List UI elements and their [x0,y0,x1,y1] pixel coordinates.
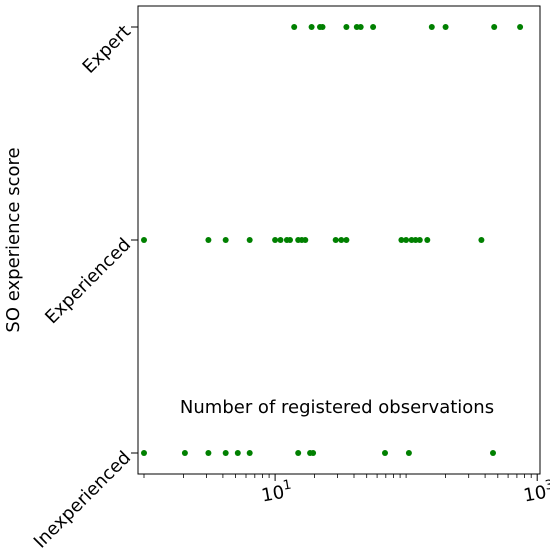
data-point-experienced [338,237,345,243]
data-point-inexperienced [234,450,241,456]
data-points [141,24,524,456]
data-point-expert [370,24,377,30]
data-point-experienced [277,237,284,243]
data-point-experienced [246,237,253,243]
data-point-inexperienced [382,450,388,456]
data-point-experienced [403,237,410,243]
data-point-experienced [141,237,147,243]
data-point-expert [517,24,524,30]
data-point-expert [357,24,364,30]
data-point-experienced [424,237,431,243]
data-point-inexperienced [141,450,147,456]
x-tick-label: 103 [521,477,550,507]
data-point-expert [319,24,326,30]
data-point-inexperienced [405,450,412,456]
data-point-inexperienced [246,450,253,456]
data-point-expert [428,24,435,30]
data-point-experienced [332,237,339,243]
data-point-expert [343,24,350,30]
data-point-experienced [412,237,419,243]
data-point-expert [442,24,449,30]
data-point-experienced [205,237,212,243]
data-point-experienced [416,237,423,243]
data-point-expert [291,24,298,30]
x-tick-label: 101 [259,477,294,507]
data-point-experienced [287,237,293,243]
x-axis-ticks: 101 103 [143,474,550,507]
data-point-inexperienced [181,450,188,456]
data-point-experienced [398,237,405,243]
data-point-experienced [302,237,309,243]
data-point-inexperienced [205,450,212,456]
data-point-experienced [343,237,350,243]
data-point-experienced [222,237,229,243]
data-point-expert [308,24,315,30]
data-point-experienced [478,237,485,243]
data-point-inexperienced [490,450,496,456]
data-point-experienced [272,237,279,243]
x-axis-label: Number of registered observations [180,397,494,418]
data-point-inexperienced [295,450,302,456]
y-axis-label: SO experience score [3,147,24,332]
data-point-expert [491,24,498,30]
data-point-inexperienced [310,450,317,456]
data-point-inexperienced [222,450,229,456]
